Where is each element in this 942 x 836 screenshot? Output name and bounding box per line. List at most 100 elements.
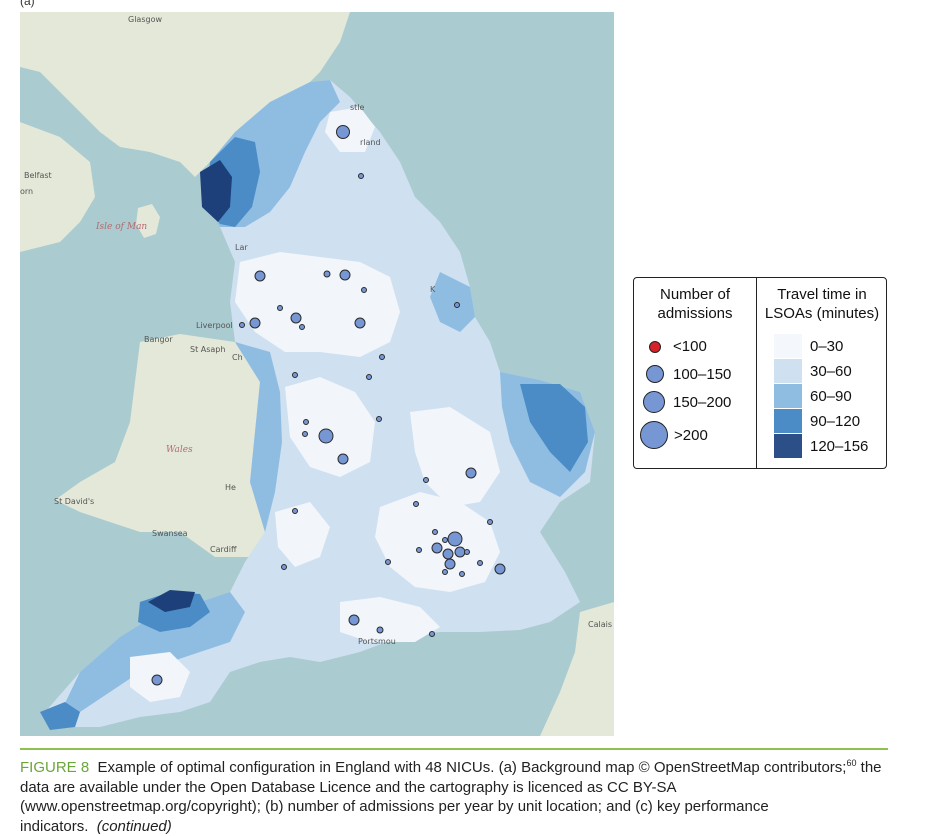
nicu-marker [432,529,438,535]
admissions-label: >200 [674,426,708,444]
nicu-marker [292,508,298,514]
nicu-marker [281,564,287,570]
place-glasgow: Glasgow [128,15,162,24]
legend-travel-title-line2: LSOAs (minutes) [764,305,880,322]
nicu-marker [336,125,350,139]
legend-travel-row: 30–60 [774,359,852,383]
legend-travel-row: 120–156 [774,434,868,458]
zone-60-90-lincs [430,272,475,332]
legend-admissions-row: <100 [645,338,707,355]
travel-swatch [774,359,802,383]
zone-0-30-newcastle [325,107,375,152]
nicu-marker [442,569,448,575]
caption-text-2: the data are available under the Open Da… [20,759,882,835]
place-calais: Calais [588,620,612,629]
nicu-markers [151,125,506,686]
legend-travel-row: 0–30 [774,334,843,358]
admissions-symbol [640,421,668,449]
zone-0-30-bristol [275,502,330,567]
travel-label: 60–90 [810,387,852,405]
nicu-marker [361,287,367,293]
caption-continued: (continued) [96,817,172,835]
admissions-label: 100–150 [673,365,732,383]
zone-120-156-exmoor [148,590,195,612]
panel-label-fragment: (a) [20,0,35,8]
place-chester: Ch [232,353,243,362]
travel-label: 90–120 [810,412,861,430]
nicu-marker [464,549,470,555]
nicu-marker [494,563,506,575]
place-liverpool: Liverpool [196,321,233,330]
admissions-symbol-small [649,340,661,353]
legend-divider [756,278,757,468]
place-lancaster: Lar [235,243,248,252]
place-hereford: He [225,483,236,492]
legend-travel-row: 90–120 [774,409,860,433]
nicu-marker [385,559,391,565]
nicu-marker [442,537,448,543]
figure-caption: FIGURE 8 Example of optimal configuratio… [20,754,890,836]
nicu-marker [454,302,460,308]
nicu-marker [423,477,429,483]
zone-0-30-midlands [285,377,375,477]
admissions-symbol [643,391,665,413]
nicu-marker [416,547,422,553]
nicu-marker [429,631,435,637]
nicu-marker [442,548,454,560]
nicu-marker [299,324,305,330]
figure-label: FIGURE 8 [20,759,90,776]
place-swansea: Swansea [152,529,188,538]
place-cardiff: Cardiff [210,545,237,554]
nicu-marker [431,542,443,554]
ireland-landmass [20,122,95,252]
place-belfast: Belfast [24,171,52,180]
nicu-marker [444,558,456,570]
travel-swatch [774,434,802,458]
place-portsmouth: Portsmou [358,637,396,646]
nicu-marker [302,431,308,437]
nicu-marker [290,312,302,324]
travel-swatch [774,334,802,358]
nicu-marker [277,305,283,311]
legend-admissions-title-line1: Number of [659,286,731,303]
zone-90-120-cornwall-tip [40,702,80,730]
nicu-marker [454,546,466,558]
nicu-marker [413,501,419,507]
caption-superscript: 60 [846,758,857,768]
nicu-marker [447,531,463,547]
nicu-marker [459,571,465,577]
legend-travel-title: Travel time in LSOAs (minutes) [757,285,887,323]
nicu-marker [379,354,385,360]
legend-admissions-title-line2: admissions [657,305,733,322]
admissions-symbol [646,365,664,383]
legend-admissions-row: 150–200 [643,391,731,413]
france-landmass [540,602,614,736]
place-bangor: Bangor [144,335,173,344]
nicu-marker [465,467,477,479]
nicu-marker [292,372,298,378]
zone-0-30-south-coast [340,597,440,642]
zone-90-120-norfolk [520,384,588,472]
legend-admissions-title: Number of admissions [634,285,756,323]
nicu-marker [376,416,382,422]
scotland-landmass [20,12,350,177]
nicu-marker [323,270,331,278]
nicu-marker [348,614,360,626]
nicu-marker [337,453,349,465]
place-sunderland: rland [360,138,381,147]
legend-travel-title-line1: Travel time in [777,286,867,303]
nicu-marker [239,322,245,328]
place-isle-of-man: Isle of Man [95,222,147,232]
nicu-marker [477,560,483,566]
place-st-asaph: St Asaph [190,345,225,354]
travel-label: 30–60 [810,362,852,380]
travel-label: 0–30 [810,337,844,355]
nicu-marker [358,173,364,179]
map-panel[interactable]: Glasgow Belfast orn Isle of Man Liverpoo… [20,12,614,736]
place-orn: orn [20,187,33,196]
nicu-marker [254,270,266,282]
nicu-marker [318,428,334,444]
place-newcastle: stle [350,103,365,112]
place-hull: K [430,285,436,294]
admissions-label: <100 [673,338,707,355]
